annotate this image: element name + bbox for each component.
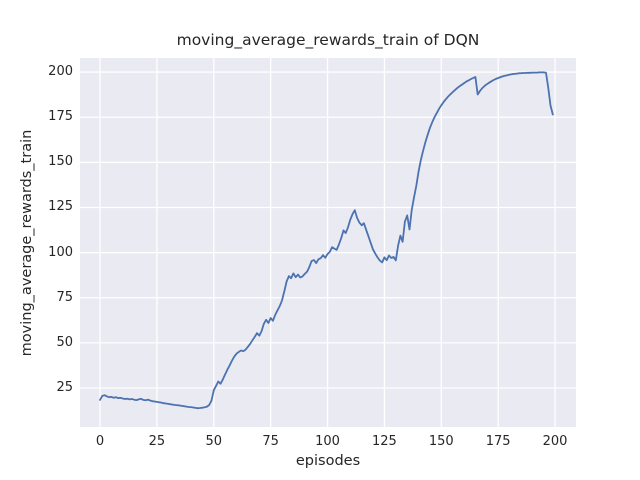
y-tick-label: 125 [48,199,73,215]
x-tick-label: 125 [372,434,397,449]
y-tick-label: 75 [56,289,73,305]
chart-title: moving_average_rewards_train of DQN [176,31,480,49]
y-tick-label: 50 [56,334,73,350]
plot-area [80,58,576,427]
y-tick-label: 200 [48,64,73,80]
grid-lines [80,58,576,427]
x-tick-label: 150 [428,434,454,449]
y-tick-label: 175 [48,109,73,125]
x-tick-label: 100 [315,434,340,449]
y-tick-label: 150 [48,154,73,170]
x-tick-label: 200 [542,434,568,449]
dqn-rewards-line [99,71,554,410]
y-tick-label: 100 [48,244,73,260]
x-tick-label: 25 [148,434,166,449]
x-tick-label: 0 [95,434,105,449]
x-tick-label: 75 [262,434,279,449]
x-axis-label: episodes [295,453,361,469]
x-tick-label: 50 [205,434,223,449]
x-tick-label: 175 [485,434,511,449]
plot-svg [80,58,576,427]
y-tick-label: 25 [56,380,73,395]
